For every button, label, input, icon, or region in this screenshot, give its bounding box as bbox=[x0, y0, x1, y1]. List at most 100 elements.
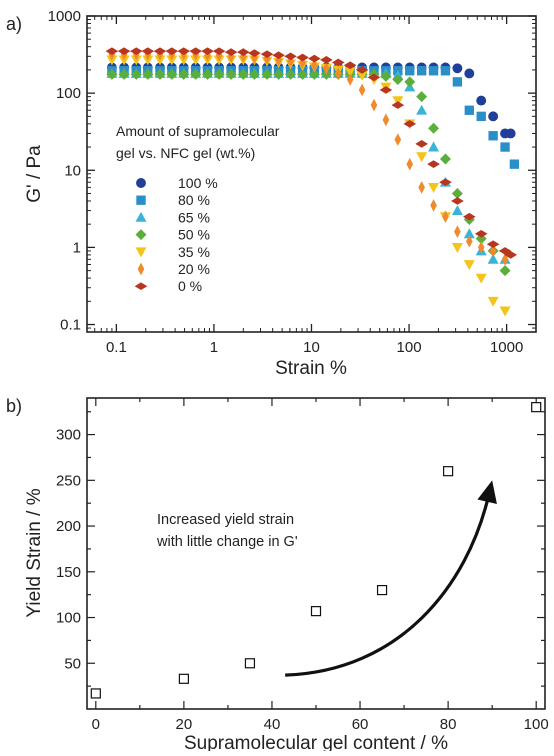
panel-b-plot-frame bbox=[86, 397, 546, 710]
data-point bbox=[427, 160, 440, 169]
legend-label: 35 % bbox=[178, 244, 210, 260]
y-tick-label: 300 bbox=[56, 427, 81, 444]
data-point bbox=[130, 68, 142, 80]
data-point bbox=[416, 104, 428, 115]
panel-b: b) 0 20 40 60 80 100 50 100 150 200 250 300 Increa… bbox=[6, 396, 549, 754]
data-point bbox=[487, 253, 499, 264]
panel-b-x-ticks: 0 20 40 60 80 100 bbox=[92, 398, 549, 733]
data-point bbox=[287, 54, 294, 68]
data-point bbox=[394, 133, 402, 146]
data-point bbox=[392, 74, 404, 86]
data-point bbox=[430, 199, 437, 212]
series-65-percent bbox=[106, 67, 511, 264]
data-point bbox=[178, 673, 189, 684]
data-point bbox=[201, 47, 214, 56]
data-point bbox=[463, 228, 475, 239]
panel-b-y-axis-label: Yield Strain / % bbox=[24, 488, 45, 617]
data-point bbox=[153, 47, 167, 56]
data-point bbox=[475, 273, 487, 284]
data-point bbox=[391, 101, 405, 109]
data-point bbox=[415, 140, 428, 148]
panel-b-label: b) bbox=[6, 396, 22, 416]
data-point bbox=[439, 178, 452, 187]
data-point bbox=[464, 68, 475, 79]
data-point bbox=[500, 142, 510, 152]
data-point bbox=[452, 63, 463, 74]
data-point bbox=[476, 111, 486, 122]
data-point bbox=[236, 48, 250, 56]
data-point bbox=[392, 96, 404, 107]
data-point bbox=[142, 68, 154, 80]
data-point bbox=[178, 68, 190, 80]
data-point bbox=[464, 105, 474, 115]
y-tick-label: 1000 bbox=[48, 8, 81, 25]
data-point bbox=[106, 68, 118, 80]
data-point bbox=[356, 70, 368, 81]
x-tick-label: 0.1 bbox=[106, 339, 127, 356]
x-tick-label: 100 bbox=[397, 339, 422, 356]
data-point bbox=[297, 68, 309, 80]
x-tick-label: 10 bbox=[303, 339, 320, 356]
data-point bbox=[272, 51, 285, 60]
data-point bbox=[296, 53, 309, 62]
data-point bbox=[224, 48, 238, 56]
legend-label: 65 % bbox=[178, 209, 210, 225]
data-point bbox=[439, 153, 451, 165]
data-point bbox=[190, 68, 202, 80]
data-point bbox=[486, 240, 500, 249]
legend-label: 80 % bbox=[178, 192, 210, 208]
data-point bbox=[463, 260, 475, 271]
legend-marker bbox=[135, 229, 147, 241]
data-point bbox=[177, 47, 191, 56]
data-point bbox=[260, 50, 274, 59]
legend-label: 0 % bbox=[178, 278, 202, 294]
data-point bbox=[225, 68, 237, 80]
data-point bbox=[370, 98, 378, 112]
y-tick-label: 10 bbox=[64, 162, 81, 179]
arrow-head bbox=[477, 480, 497, 505]
legend: 100 %80 %65 % 50 %35 %20 %0 % bbox=[134, 175, 218, 294]
data-point bbox=[451, 205, 463, 215]
data-point bbox=[428, 182, 440, 193]
arrow-shaft bbox=[285, 493, 491, 677]
series-0-percent bbox=[105, 47, 517, 259]
data-point bbox=[531, 402, 542, 413]
data-point bbox=[189, 47, 203, 56]
data-point bbox=[90, 688, 101, 699]
data-point bbox=[376, 584, 388, 596]
y-tick-label: 250 bbox=[56, 472, 81, 489]
data-point bbox=[334, 67, 342, 80]
data-point bbox=[261, 68, 273, 80]
legend-marker bbox=[136, 195, 146, 205]
data-point bbox=[451, 197, 464, 205]
data-point bbox=[237, 68, 249, 80]
annotation-line-1: Increased yield strain bbox=[157, 512, 294, 528]
legend-title-line-1: Amount of supramolecular bbox=[116, 123, 280, 139]
legend-marker bbox=[135, 247, 147, 258]
data-point bbox=[462, 212, 476, 221]
data-point bbox=[505, 128, 516, 139]
data-point bbox=[284, 52, 297, 61]
data-point bbox=[308, 68, 320, 80]
data-point bbox=[466, 234, 473, 248]
panel-a-y-ticks: 0.1 1 10 100 1000 bbox=[48, 8, 536, 334]
data-point bbox=[428, 122, 440, 134]
data-point bbox=[212, 47, 226, 56]
legend-label: 50 % bbox=[178, 227, 210, 243]
data-point bbox=[273, 68, 285, 80]
data-point bbox=[248, 68, 260, 80]
data-point bbox=[117, 47, 131, 56]
data-point bbox=[499, 265, 511, 277]
y-tick-label: 0.1 bbox=[60, 317, 81, 334]
x-tick-label: 1000 bbox=[490, 339, 523, 356]
data-point bbox=[355, 66, 369, 74]
data-point bbox=[428, 141, 440, 152]
data-point bbox=[476, 95, 487, 106]
data-point bbox=[487, 296, 499, 307]
data-point bbox=[166, 68, 178, 80]
data-point bbox=[263, 52, 271, 65]
data-point bbox=[477, 241, 485, 254]
data-point bbox=[416, 91, 428, 103]
data-point bbox=[428, 66, 439, 76]
data-point bbox=[154, 68, 166, 80]
